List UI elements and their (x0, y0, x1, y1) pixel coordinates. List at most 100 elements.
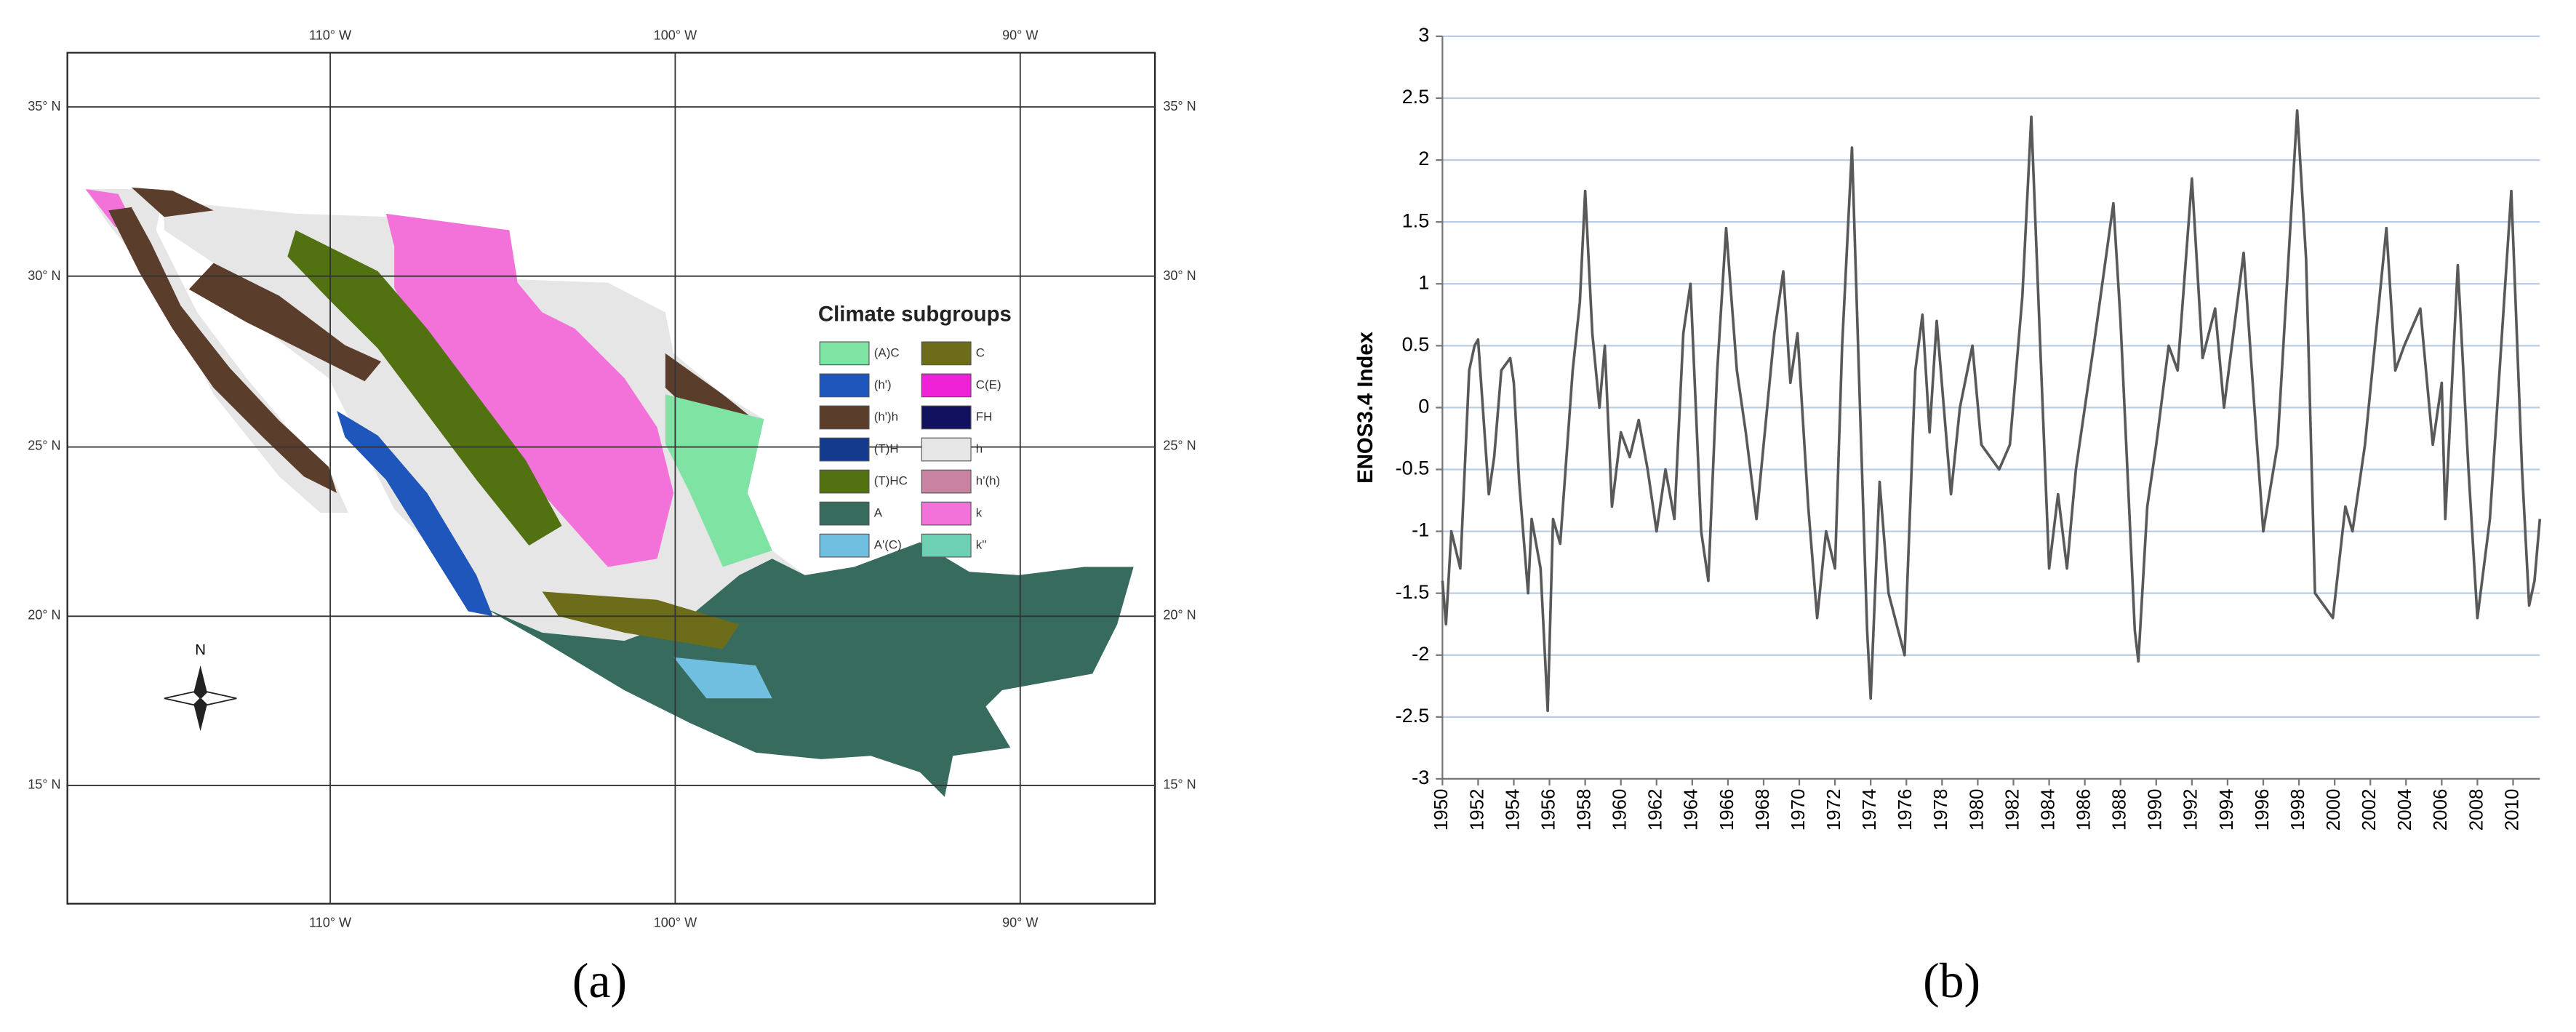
y-tick-label: 0 (1418, 395, 1429, 417)
graticule (67, 52, 1156, 904)
legend-label: C(E) (976, 377, 1001, 391)
x-tick-label: 1954 (1501, 788, 1523, 831)
legend-swatch (921, 501, 972, 526)
zone-green (287, 230, 562, 546)
legend-label: C (976, 345, 985, 359)
legend-swatch (819, 405, 870, 430)
x-tick-label: 1964 (1680, 788, 1702, 831)
y-tick-label: 0.5 (1402, 332, 1430, 355)
zone-brown-west (188, 263, 382, 382)
y-tick-label: -3 (1412, 766, 1429, 788)
zone-brown-north (131, 187, 214, 217)
x-tick-label: 2006 (2429, 788, 2451, 831)
x-tick-label: 2010 (2500, 788, 2522, 831)
zone-blue (337, 410, 493, 617)
legend-swatch (819, 341, 870, 366)
map: N Climate subgroups (66, 52, 1156, 905)
lat-label: 25° N (1163, 438, 1196, 452)
y-tick-label: -2 (1412, 642, 1429, 665)
x-tick-label: 1952 (1465, 788, 1487, 831)
y-tick-label: -2.5 (1396, 704, 1430, 727)
y-tick-label: -1 (1412, 519, 1429, 541)
x-tick-label: 1974 (1858, 788, 1880, 831)
lat-label: 35° N (1163, 99, 1196, 113)
legend-label: (h')h (874, 409, 898, 423)
legend-label: (A)C (874, 345, 900, 359)
y-tick-label: -0.5 (1396, 457, 1430, 479)
legend-swatch (819, 533, 870, 558)
y-tick-label: 1.5 (1402, 209, 1430, 231)
legend-label: FH (976, 409, 993, 423)
y-tick-label: 3 (1418, 23, 1429, 46)
x-tick-label: 2004 (2393, 788, 2415, 831)
panel-label: (a) (572, 953, 627, 1008)
x-tick-label: 1972 (1823, 788, 1844, 831)
lat-label: 20° N (28, 607, 60, 622)
lat-label: 35° N (28, 99, 60, 113)
lon-label: 110° W (309, 915, 351, 929)
compass-arm (199, 691, 237, 706)
data-line (1441, 109, 2542, 713)
legend-swatch (921, 405, 972, 430)
lat-label: 30° N (1163, 268, 1196, 283)
x-tick-label: 1966 (1716, 788, 1737, 831)
y-tick-label: 2 (1418, 147, 1429, 169)
y-tick-label: -1.5 (1396, 580, 1430, 603)
x-tick-label: 1994 (2215, 788, 2237, 831)
compass-north: N (195, 642, 206, 658)
legend-label: (T)HC (874, 474, 908, 488)
lat-label: 25° N (28, 438, 60, 452)
y-tick-label: 1 (1418, 271, 1429, 293)
x-tick-label: 1970 (1787, 788, 1809, 831)
y-tick-label: 2.5 (1402, 85, 1430, 108)
x-tick-label: 1976 (1894, 788, 1916, 831)
x-tick-label: 1978 (1929, 788, 1951, 831)
zone-brown-baja (108, 207, 337, 493)
panel-label: (b) (1923, 953, 1980, 1008)
zone-k (385, 213, 674, 567)
y-axis-label: ENOS3.4 Index (1353, 331, 1377, 484)
x-tick-label: 2002 (2358, 788, 2380, 831)
zone-c (542, 591, 740, 649)
legend-label: k (976, 506, 983, 520)
x-tick-label: 1992 (2180, 788, 2201, 831)
zone-a (484, 542, 1134, 797)
x-tick-label: 1998 (2287, 788, 2308, 831)
legend-swatch (819, 501, 870, 526)
lat-label: 15° N (28, 777, 60, 792)
lon-label: 100° W (654, 28, 697, 43)
x-tick-label: 1996 (2251, 788, 2273, 831)
legend-title: Climate subgroups (818, 303, 1012, 327)
lat-label: 15° N (1163, 777, 1196, 792)
legend-swatch (921, 533, 972, 558)
x-tick-label: 2008 (2465, 788, 2487, 831)
legend-label: A'(C) (874, 538, 902, 552)
lon-label: 100° W (654, 915, 697, 929)
lat-label: 20° N (1163, 607, 1196, 622)
x-tick-label: 1956 (1537, 788, 1559, 831)
legend-swatch (921, 373, 972, 398)
legend-label: h'(h) (976, 474, 1000, 488)
x-tick-label: 1984 (2036, 788, 2058, 831)
lat-label: 30° N (28, 268, 60, 283)
x-tick-label: 1986 (2072, 788, 2094, 831)
legend-swatch (819, 469, 870, 494)
lon-label: 110° W (309, 28, 351, 43)
compass: N (164, 642, 237, 732)
legend-swatch (921, 437, 972, 462)
x-tick-label: 1990 (2144, 788, 2166, 831)
legend-swatch (921, 469, 972, 494)
legend-swatch (921, 341, 972, 366)
lon-label: 90° W (1002, 28, 1038, 43)
lon-label: 90° W (1002, 915, 1038, 929)
x-tick-label: 1960 (1609, 788, 1631, 831)
compass-arm (193, 665, 207, 699)
legend-label: k'' (976, 538, 987, 552)
compass-arm (193, 698, 207, 732)
x-tick-label: 1968 (1751, 788, 1773, 831)
legend-label: h (976, 441, 983, 455)
x-tick-label: 1988 (2108, 788, 2130, 831)
legend-swatch (819, 437, 870, 462)
